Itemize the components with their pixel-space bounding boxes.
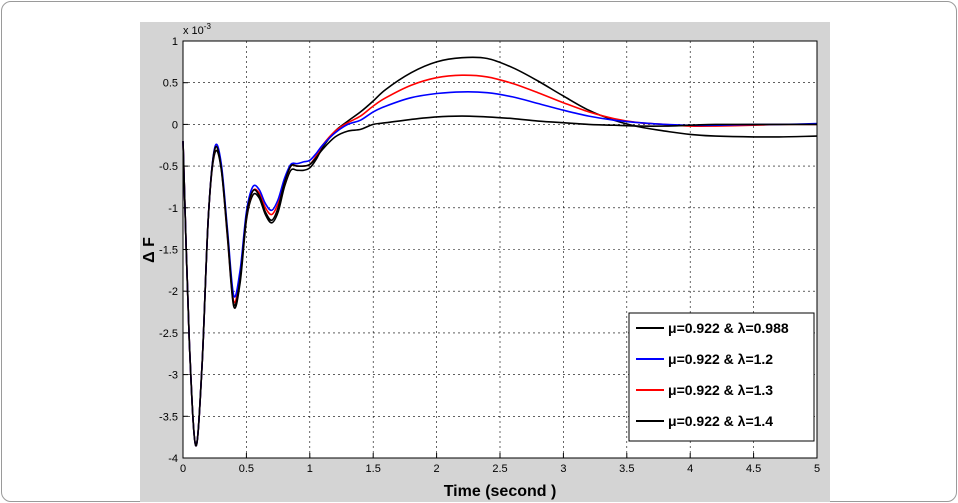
x-tick-label: 3 — [560, 463, 566, 475]
y-tick-label: 1 — [172, 36, 178, 48]
grid-lines — [183, 41, 817, 458]
x-tick-label: 5 — [814, 463, 820, 475]
y-tick-label: -2 — [168, 286, 178, 298]
legend-label-2: μ=0.922 & λ=1.2 — [668, 351, 773, 367]
legend: μ=0.922 & λ=0.988 μ=0.922 & λ=1.2 μ=0.922 … — [628, 312, 815, 442]
y-tick-label: -3 — [168, 370, 178, 382]
y-tick-label: 0 — [172, 119, 178, 131]
y-tick-label: -0.5 — [159, 161, 178, 173]
x-tick-label: 2 — [434, 463, 440, 475]
x-tick-label: 0 — [180, 463, 186, 475]
x-tick-label: 4.5 — [746, 463, 761, 475]
x-axis-label: Time (second ) — [444, 483, 557, 500]
x-tick-label: 2.5 — [492, 463, 507, 475]
x-tick-label: 4 — [687, 463, 693, 475]
x-tick-label: 1.5 — [366, 463, 381, 475]
y-tick-label: -2.5 — [159, 328, 178, 340]
y-tick-label: -4 — [168, 453, 178, 465]
x-tick-label: 1 — [307, 463, 313, 475]
series-line-1 — [182, 115, 817, 447]
y-tick-label: -3.5 — [159, 411, 178, 423]
x-axis-ticks: 0 0.5 1 1.5 2 2.5 3 3.5 4 4.5 5 — [180, 453, 820, 475]
legend-label-4: μ=0.922 & λ=1.4 — [668, 413, 773, 429]
series-lines — [182, 56, 818, 447]
y-tick-label: -1.5 — [159, 245, 178, 257]
legend-label-1: μ=0.922 & λ=0.988 — [668, 320, 789, 336]
legend-box — [628, 312, 815, 442]
y-tick-label: 0.5 — [163, 78, 178, 90]
y-axis-ticks: 1 0.5 0 -0.5 -1 -1.5 -2 -2.5 -3 -3.5 -4 — [159, 36, 188, 465]
y-tick-label: -1 — [168, 203, 178, 215]
y-axis-label: Δ F — [141, 237, 158, 263]
y-multiplier-label: x 10-3 — [183, 22, 211, 37]
x-tick-label: 3.5 — [619, 463, 634, 475]
x-tick-label: 0.5 — [239, 463, 254, 475]
legend-label-3: μ=0.922 & λ=1.3 — [668, 382, 773, 398]
